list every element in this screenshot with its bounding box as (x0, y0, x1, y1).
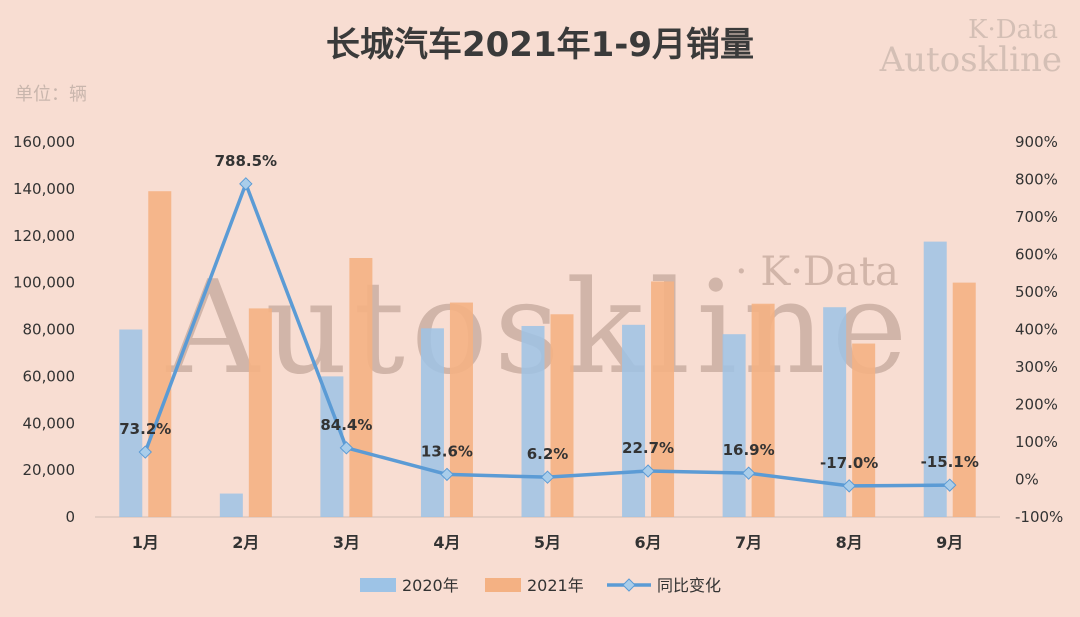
category-label: 2月 (232, 533, 259, 552)
yoy-point (943, 478, 957, 492)
right-tick-label: 700% (1015, 208, 1058, 226)
legend-swatch-2020 (360, 578, 396, 592)
left-tick-label: 40,000 (23, 414, 76, 432)
watermark-corner-line2: Autoskline (879, 40, 1062, 80)
yoy-point (741, 466, 756, 480)
chart-title: 长城汽车2021年1-9月销量 (326, 25, 754, 65)
left-tick-label: 20,000 (23, 461, 76, 479)
yoy-data-label: 84.4% (320, 416, 372, 434)
right-tick-label: 600% (1015, 246, 1058, 264)
category-label: 3月 (333, 533, 360, 552)
watermark-center-sub: · K·Data (735, 249, 899, 295)
category-label: 6月 (634, 533, 661, 552)
right-tick-label: 200% (1015, 396, 1058, 414)
right-tick-label: -100% (1015, 508, 1063, 526)
right-tick-label: 800% (1015, 171, 1058, 189)
watermark-corner-line1: K·Data (968, 15, 1058, 45)
category-label: 1月 (132, 533, 159, 552)
category-label: 5月 (534, 533, 561, 552)
legend-swatch-yoy-marker (622, 578, 636, 592)
x-axis-categories: 1月 2月 3月 4月 5月 6月 7月 8月 9月 (132, 533, 964, 552)
legend: 2020年 2021年 同比变化 (360, 576, 721, 595)
right-tick-label: 900% (1015, 133, 1058, 151)
bar-2020 (622, 324, 646, 517)
right-tick-label: 500% (1015, 283, 1058, 301)
category-label: 9月 (936, 533, 963, 552)
yoy-point (540, 470, 555, 484)
bar-2021 (952, 282, 976, 517)
category-label: 7月 (735, 533, 762, 552)
bar-2020 (521, 325, 545, 517)
right-tick-label: 400% (1015, 321, 1058, 339)
bar-2020 (320, 376, 344, 517)
bar-2020 (722, 334, 746, 517)
bar-2020 (219, 493, 243, 517)
left-tick-label: 100,000 (13, 274, 75, 292)
yoy-data-label: 788.5% (215, 152, 277, 170)
yoy-line-series: 73.2% 788.5% 84.4% 13.6% 6.2% 22.7% 16.9% -17.0… (119, 152, 979, 493)
yoy-point (641, 464, 655, 478)
bar-2020 (119, 329, 143, 517)
bar-2021 (550, 314, 574, 517)
right-axis: -100% 0% 100% 200% 300% 400% 500% 600% 700% 800% 9… (1015, 133, 1063, 526)
left-tick-label: 0 (65, 508, 75, 526)
category-label: 8月 (836, 533, 863, 552)
yoy-point (440, 467, 454, 482)
bar-2021 (852, 343, 876, 517)
right-tick-label: 100% (1015, 433, 1058, 451)
right-tick-label: 300% (1015, 358, 1058, 376)
bar-2021 (651, 281, 675, 517)
category-label: 4月 (433, 533, 460, 552)
left-tick-label: 120,000 (13, 227, 75, 245)
left-tick-label: 80,000 (23, 321, 76, 339)
bar-2020 (923, 241, 947, 517)
left-tick-label: 160,000 (13, 133, 75, 151)
bar-2020 (823, 307, 847, 517)
yoy-data-label: 73.2% (119, 420, 171, 438)
yoy-data-label: -15.1% (921, 453, 979, 471)
yoy-point (138, 445, 152, 459)
bar-2021 (248, 308, 272, 517)
bar-2021 (349, 258, 373, 517)
bar-2021 (148, 191, 172, 517)
left-axis: 0 20,000 40,000 60,000 80,000 100,000 120,000 1… (13, 133, 75, 526)
right-tick-label: 0% (1015, 471, 1039, 489)
yoy-point (239, 177, 253, 191)
legend-label-2020: 2020年 (402, 576, 459, 595)
yoy-data-label: 13.6% (421, 442, 473, 460)
legend-label-2021: 2021年 (527, 576, 584, 595)
yoy-data-label: -17.0% (820, 454, 878, 472)
left-tick-label: 60,000 (23, 367, 76, 385)
yoy-data-label: 22.7% (622, 439, 674, 457)
yoy-point (842, 479, 856, 493)
bar-2021 (449, 302, 473, 517)
yoy-data-label: 16.9% (723, 441, 775, 459)
unit-label: 单位：辆 (15, 84, 87, 105)
bar-series (119, 191, 976, 517)
left-tick-label: 140,000 (13, 180, 75, 198)
bar-2020 (420, 328, 444, 517)
yoy-data-label: 6.2% (527, 445, 569, 463)
yoy-point (339, 441, 354, 455)
bar-2021 (751, 303, 775, 517)
legend-label-yoy: 同比变化 (657, 576, 721, 595)
legend-swatch-2021 (485, 578, 521, 592)
